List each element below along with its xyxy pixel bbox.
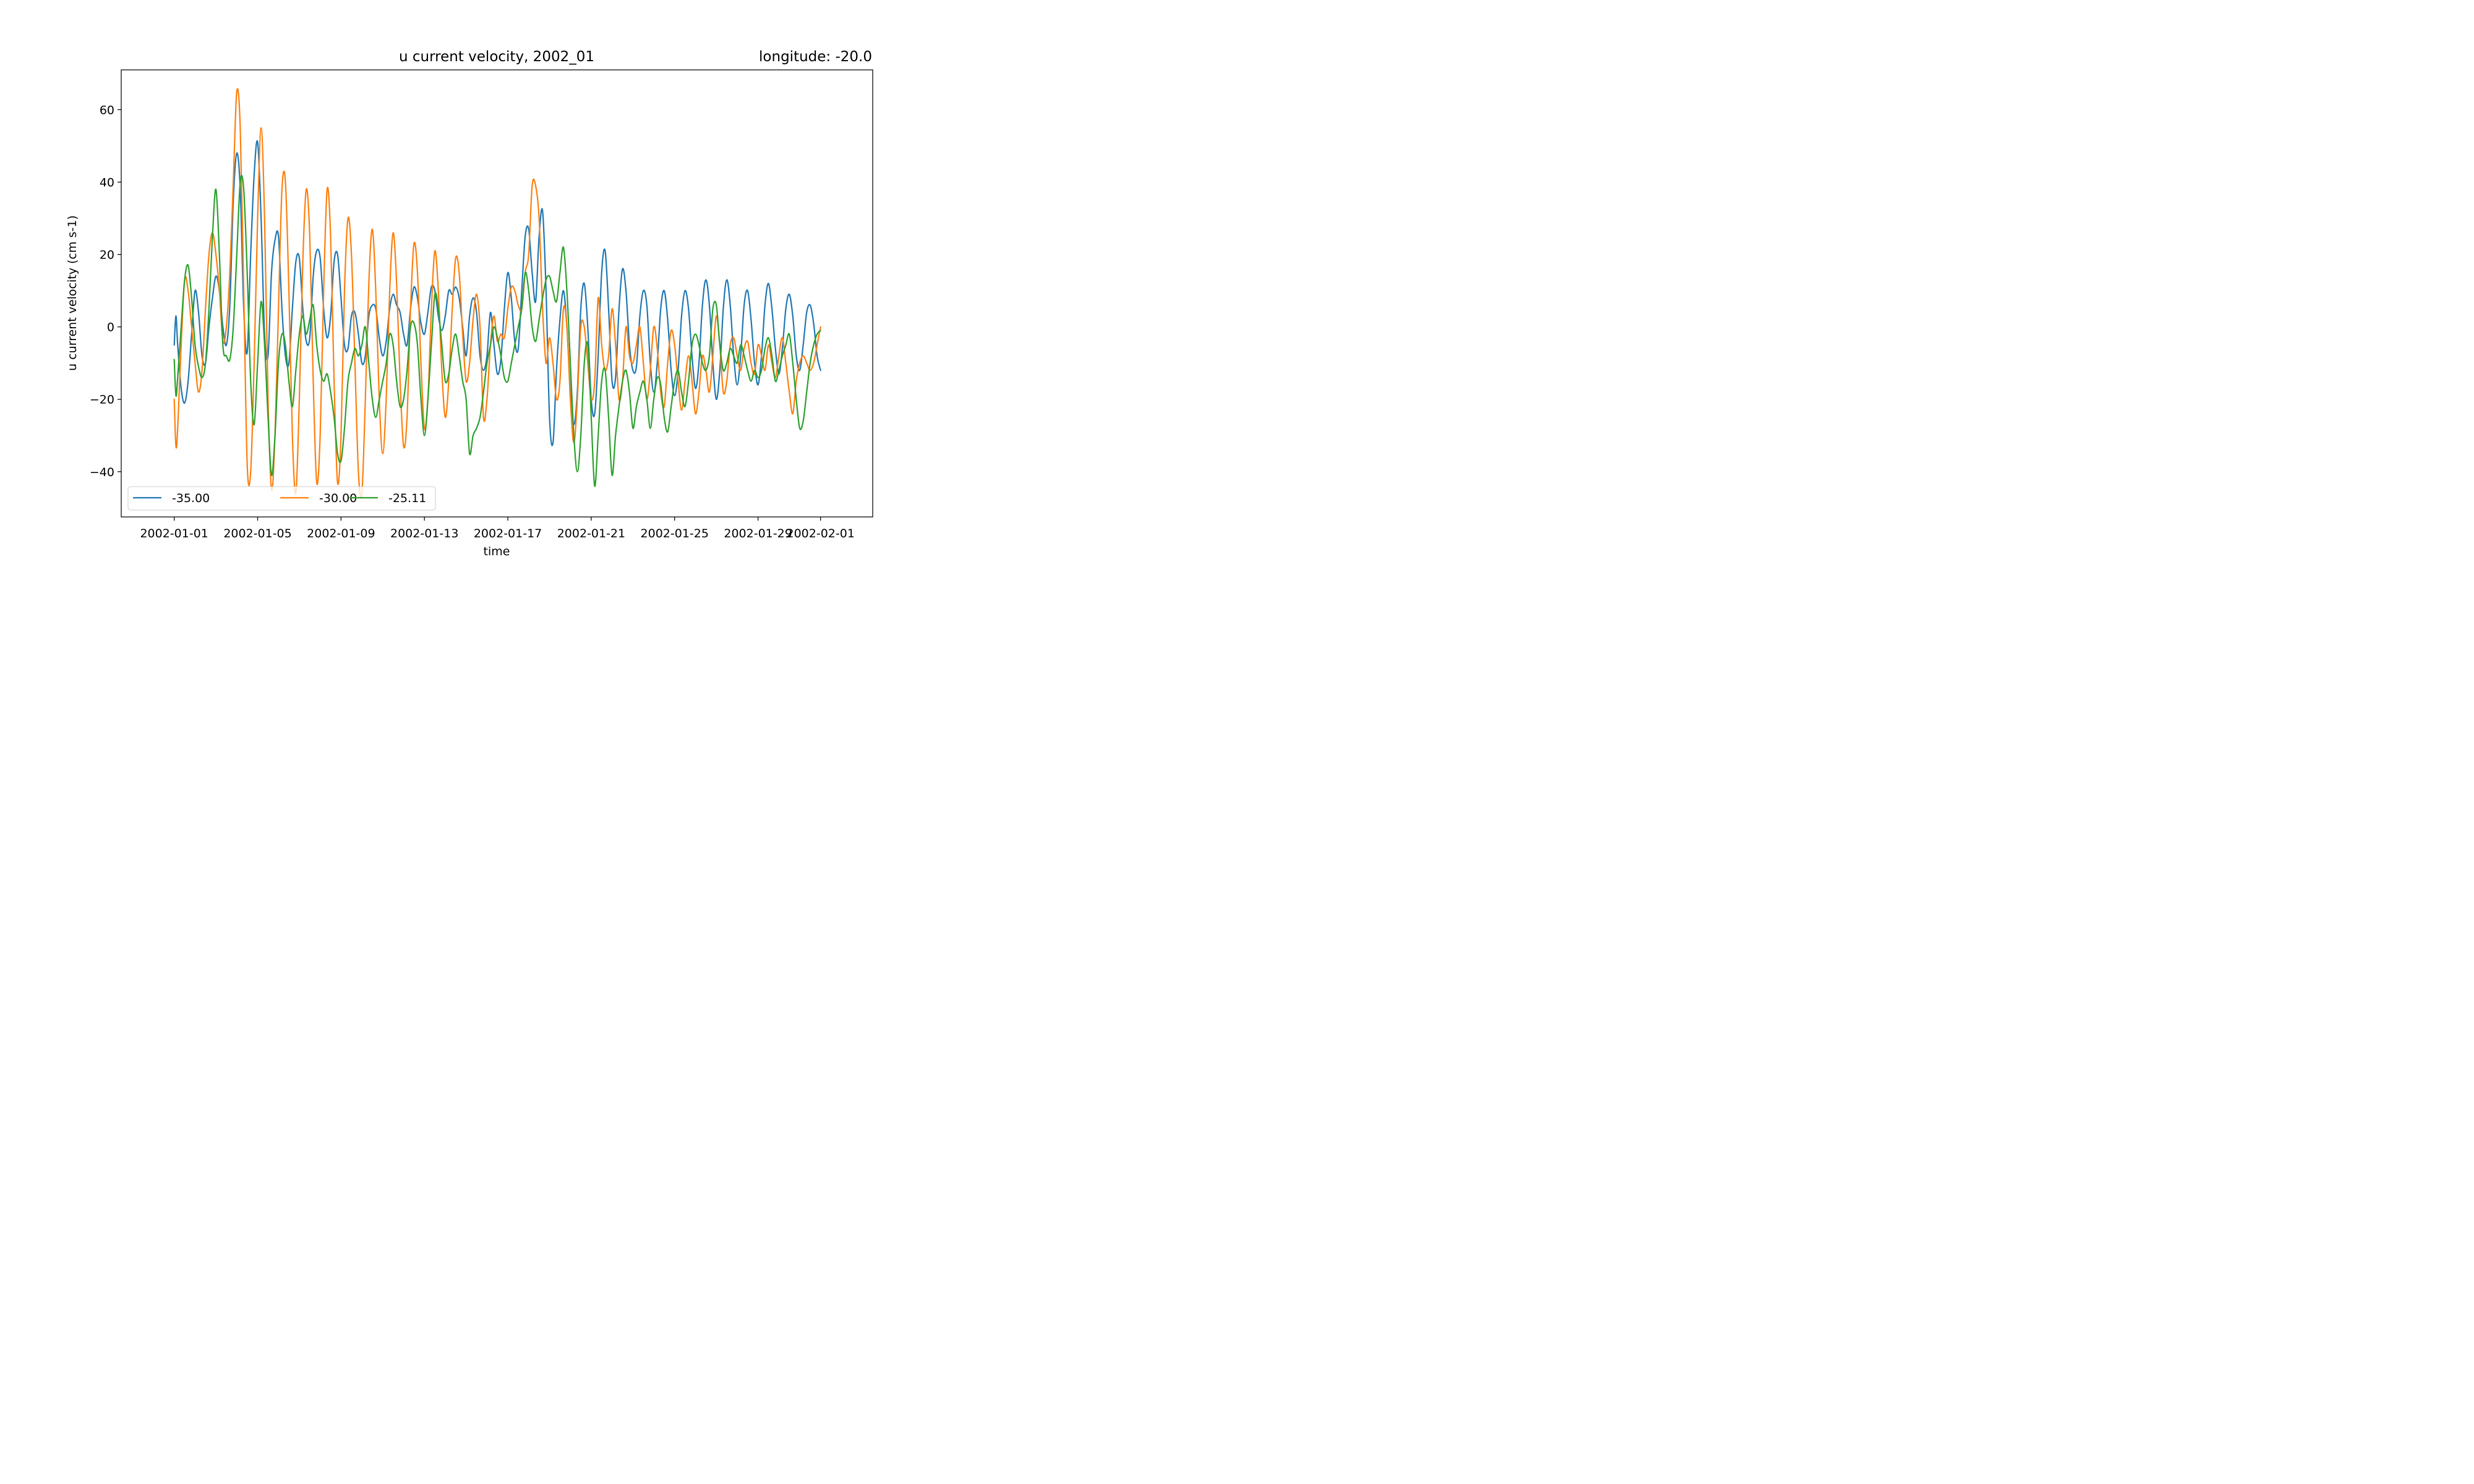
y-tick-label: 60 bbox=[100, 103, 114, 117]
figure-background bbox=[0, 0, 956, 573]
y-tick-label: 20 bbox=[100, 249, 114, 262]
chart-figure: u current velocity, 2002_01 longitude: -… bbox=[0, 0, 956, 573]
y-tick-label: −20 bbox=[90, 393, 114, 407]
x-tick-label: 2002-01-01 bbox=[140, 527, 208, 540]
plot-frame bbox=[121, 69, 873, 518]
y-axis-label: u current velocity (cm s-1) bbox=[66, 215, 79, 371]
series-line-1 bbox=[173, 140, 821, 446]
x-tick-label: 2002-01-17 bbox=[474, 527, 542, 540]
x-axis-label: time bbox=[484, 545, 510, 558]
plot-lines bbox=[173, 88, 821, 499]
legend-label-2: -30.00 bbox=[319, 492, 357, 505]
y-axis-ticks: −40 −20 0 20 40 60 bbox=[90, 103, 121, 479]
legend-label-1: -35.00 bbox=[172, 492, 210, 505]
chart-title-right: longitude: -20.0 bbox=[759, 49, 872, 65]
x-axis-ticks: 2002-01-01 2002-01-05 2002-01-09 2002-01-13… bbox=[140, 517, 855, 540]
legend-label-3: -25.11 bbox=[388, 492, 426, 505]
line-chart: u current velocity, 2002_01 longitude: -… bbox=[0, 0, 956, 573]
x-tick-label: 2002-01-29 bbox=[724, 527, 792, 540]
x-tick-label: 2002-01-05 bbox=[223, 527, 291, 540]
x-tick-label: 2002-01-13 bbox=[390, 527, 458, 540]
x-tick-label: 2002-01-09 bbox=[307, 527, 375, 540]
y-tick-label: 0 bbox=[107, 321, 114, 335]
x-tick-label: 2002-01-21 bbox=[557, 527, 625, 540]
series-line-3 bbox=[173, 174, 821, 487]
x-tick-label: 2002-01-25 bbox=[641, 527, 709, 540]
x-tick-label: 2002-02-01 bbox=[787, 527, 855, 540]
legend: -35.00 -30.00 -25.11 bbox=[127, 486, 436, 511]
y-tick-label: −40 bbox=[90, 466, 114, 479]
chart-title: u current velocity, 2002_01 bbox=[399, 49, 594, 65]
y-tick-label: 40 bbox=[100, 176, 114, 189]
